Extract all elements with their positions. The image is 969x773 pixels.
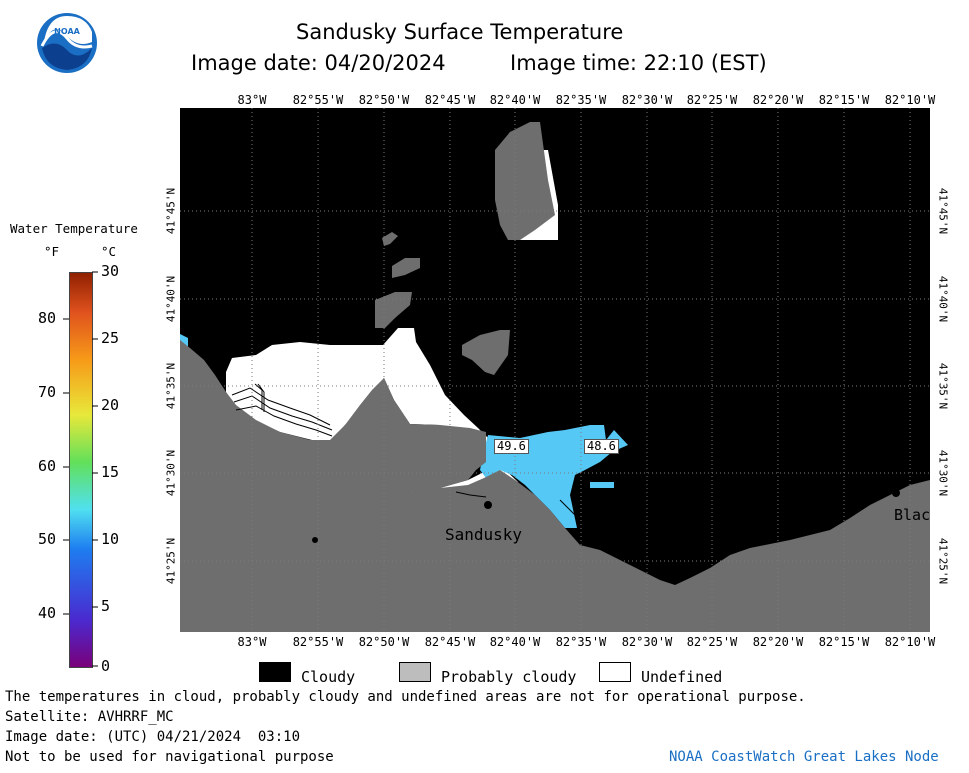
lon-label-top-83w: 83°W [237, 93, 267, 107]
c-tick-15: 15 [101, 463, 120, 481]
mainland [180, 340, 930, 632]
lon-label-top-82-55w: 82°55'W [292, 93, 344, 107]
c-tick-30: 30 [101, 262, 120, 280]
f-tick-60: 60 [38, 457, 57, 475]
lon-label-bottom-82-50w: 82°50'W [358, 635, 410, 649]
lon-label-bottom-83w: 83°W [237, 635, 267, 649]
f-tick-70: 70 [38, 383, 57, 401]
lon-label-top-82-25w: 82°25'W [686, 93, 738, 107]
lat-label-right-41-25n: 41°25'N [936, 537, 950, 585]
temp-label-1: 49.6 [494, 439, 529, 454]
lat-label-right-41-40n: 41°40'N [936, 275, 950, 323]
lon-label-bottom-82-25w: 82°25'W [686, 635, 738, 649]
image-date-label: Image date: 04/20/2024 [191, 51, 446, 75]
water-temp-fragment [590, 482, 614, 488]
colorbar [69, 272, 93, 668]
c-tick-0: 0 [101, 657, 111, 675]
legend-swatch-undefined [599, 662, 631, 682]
disclaimer-text: The temperatures in cloud, probably clou… [5, 689, 806, 705]
f-tick-80: 80 [38, 309, 57, 327]
lon-label-top-82-35w: 82°35'W [555, 93, 607, 107]
sandusky-marker [484, 501, 492, 509]
legend-label-probably-cloudy: Probably cloudy [441, 668, 577, 686]
c-tick-10: 10 [101, 530, 120, 548]
undefined-region [226, 328, 518, 530]
temp-label-2: 48.6 [584, 439, 619, 454]
page-title: Sandusky Surface Temperature [296, 20, 624, 44]
lat-label-left-41-35n: 41°35'N [164, 362, 178, 410]
place-label-blac: Blac [894, 506, 931, 524]
blac-marker [892, 489, 900, 497]
lon-label-top-82-10w: 82°10'W [884, 93, 936, 107]
city-marker-sw [312, 537, 318, 543]
image-time-label: Image time: 22:10 (EST) [510, 51, 767, 75]
lon-label-bottom-82-10w: 82°10'W [884, 635, 936, 649]
satellite-text: Satellite: AVHRRF_MC [5, 709, 174, 725]
legend-swatch-cloudy [259, 662, 291, 682]
temp-label-2-text: 48.6 [587, 439, 616, 453]
lat-label-right-41-30n: 41°30'N [936, 449, 950, 497]
lon-label-top-82-30w: 82°30'W [621, 93, 673, 107]
nav-warning-text: Not to be used for navigational purpose [5, 749, 334, 765]
credit-text: NOAA CoastWatch Great Lakes Node [669, 749, 939, 765]
lon-label-bottom-82-15w: 82°15'W [818, 635, 870, 649]
lat-label-left-41-45n: 41°45'N [164, 187, 178, 235]
logo-text: NOAA [54, 27, 80, 36]
map-canvas [180, 108, 930, 632]
lon-label-top-82-15w: 82°15'W [818, 93, 870, 107]
island-small-b [382, 232, 398, 246]
lon-label-bottom-82-20w: 82°20'W [752, 635, 804, 649]
place-label-sandusky: Sandusky [445, 525, 523, 544]
colorbar-unit-f: °F [44, 244, 60, 259]
lon-label-bottom-82-55w: 82°55'W [292, 635, 344, 649]
legend-label-undefined: Undefined [641, 668, 723, 686]
island-small-a [392, 258, 420, 278]
lon-label-top-82-45w: 82°45'W [424, 93, 476, 107]
c-tick-5: 5 [101, 597, 111, 615]
contour-lines [231, 383, 576, 516]
lat-label-left-41-40n: 41°40'N [164, 275, 178, 323]
lon-label-top-82-20w: 82°20'W [752, 93, 804, 107]
island-east [462, 330, 510, 375]
lat-label-right-41-35n: 41°35'N [936, 362, 950, 410]
noaa-logo: NOAA [36, 12, 98, 74]
utc-date-text: Image date: (UTC) 04/21/2024 03:10 [5, 729, 301, 745]
lon-label-top-82-40w: 82°40'W [489, 93, 541, 107]
colorbar-title: Water Temperature [10, 221, 138, 236]
f-tick-50: 50 [38, 530, 57, 548]
temp-label-1-text: 49.6 [497, 439, 526, 453]
f-tick-40: 40 [38, 604, 57, 622]
legend-label-cloudy: Cloudy [301, 668, 356, 686]
colorbar-unit-c: °C [101, 244, 117, 259]
lon-label-bottom-82-40w: 82°40'W [489, 635, 541, 649]
lat-label-right-41-45n: 41°45'N [936, 187, 950, 235]
legend-swatch-probably-cloudy [399, 662, 431, 682]
lon-label-bottom-82-35w: 82°35'W [555, 635, 607, 649]
lon-label-top-82-50w: 82°50'W [358, 93, 410, 107]
lon-label-bottom-82-45w: 82°45'W [424, 635, 476, 649]
graticule [180, 108, 930, 632]
c-tick-20: 20 [101, 396, 120, 414]
lat-label-left-41-30n: 41°30'N [164, 449, 178, 497]
c-tick-25: 25 [101, 329, 120, 347]
colorbar-ticks [63, 271, 98, 667]
lon-label-bottom-82-30w: 82°30'W [621, 635, 673, 649]
lat-label-left-41-25n: 41°25'N [164, 537, 178, 585]
